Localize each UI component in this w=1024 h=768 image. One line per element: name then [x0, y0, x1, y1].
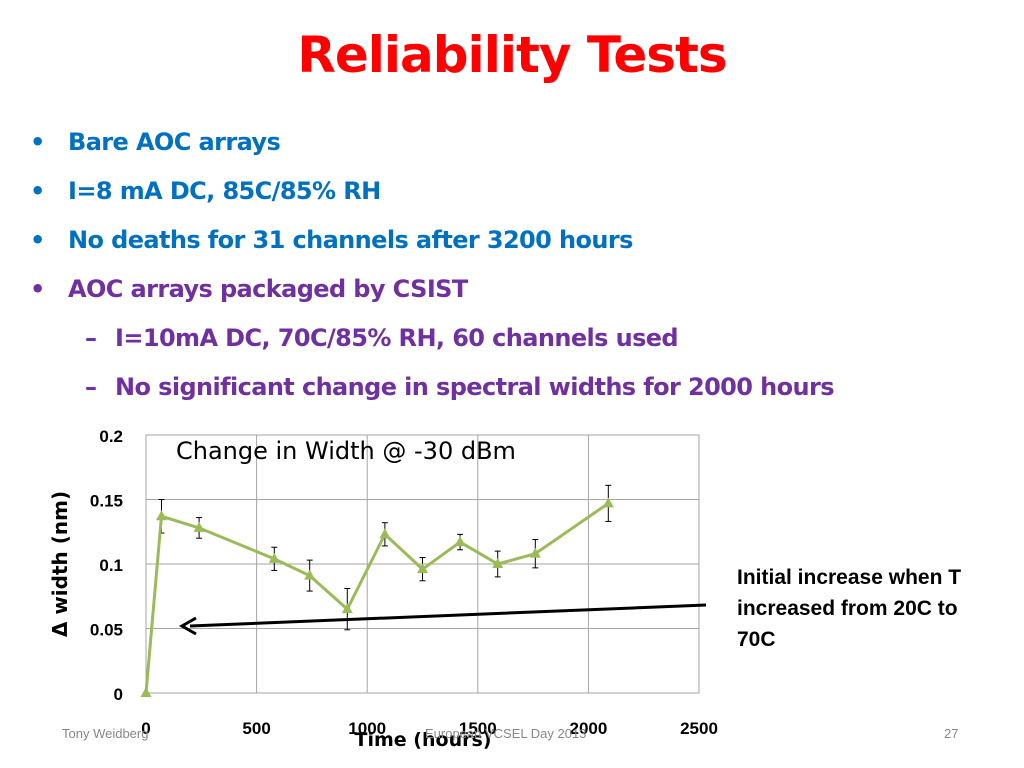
y-tick-label: 0	[114, 685, 123, 704]
x-tick-label: 0	[141, 719, 150, 738]
data-point-marker	[193, 521, 205, 532]
data-point-marker	[602, 497, 614, 508]
chart-title: Change in Width @ -30 dBm	[176, 437, 516, 465]
series-line	[144, 502, 610, 694]
x-tick-label: 500	[242, 719, 270, 738]
x-axis-label: Time (hours)	[355, 729, 492, 751]
sub-bullet-text: I=10mA DC, 70C/85% RH, 60 channels used	[115, 324, 679, 352]
series-markers	[140, 497, 614, 697]
plot-area-border	[145, 434, 700, 694]
bullet-marker: •	[30, 226, 45, 254]
y-tick-label: 0.1	[99, 556, 123, 575]
sub-bullet-marker: –	[85, 324, 97, 352]
data-point-marker	[140, 687, 152, 697]
y-tick-label: 0.15	[90, 492, 123, 511]
data-point-marker	[341, 603, 353, 614]
y-tick-label: 0.2	[99, 427, 123, 446]
bullet-text: AOC arrays packaged by CSIST	[68, 275, 468, 303]
bullet-text: I=8 mA DC, 85C/85% RH	[68, 177, 381, 205]
footer-page-number: 27	[944, 726, 959, 741]
slide-title: Reliability Tests	[297, 26, 727, 84]
x-tick-label: 1000	[348, 719, 386, 738]
data-point-marker	[268, 552, 280, 563]
data-point-marker	[379, 528, 391, 539]
y-axis-label: Δ width (nm)	[48, 491, 72, 637]
bullet-text: No deaths for 31 channels after 3200 hou…	[68, 226, 633, 254]
x-tick-label: 2500	[680, 719, 718, 738]
footer-event: European VCSEL Day 2013	[425, 726, 587, 741]
x-tick-labels: 0 500 1000 1500 2000 2500	[141, 719, 718, 738]
annotation-arrow-line	[189, 603, 707, 628]
sub-bullet-marker: –	[85, 373, 97, 401]
annotation-arrowhead	[178, 616, 197, 636]
data-point-marker	[155, 510, 167, 521]
data-point-marker	[417, 563, 428, 574]
bullet-marker: •	[30, 177, 45, 205]
data-point-marker	[529, 547, 541, 558]
x-tick-label: 2000	[569, 719, 607, 738]
y-tick-label: 0.05	[90, 621, 123, 640]
data-point-marker	[304, 569, 316, 580]
bullet-marker: •	[30, 128, 45, 156]
bullet-marker: •	[30, 275, 45, 303]
bullet-text: Bare AOC arrays	[68, 128, 281, 156]
chart-annotation: Initial increase when T increased from 2…	[737, 566, 962, 651]
sub-bullet-text: No significant change in spectral widths…	[115, 373, 835, 401]
data-point-marker	[454, 536, 466, 547]
footer-author: Tony Weidberg	[62, 726, 149, 741]
y-tick-labels: 0 0.05 0.1 0.15 0.2	[90, 427, 123, 704]
data-point-marker	[492, 558, 504, 568]
error-bars	[158, 484, 612, 631]
x-tick-label: 1500	[459, 719, 497, 738]
